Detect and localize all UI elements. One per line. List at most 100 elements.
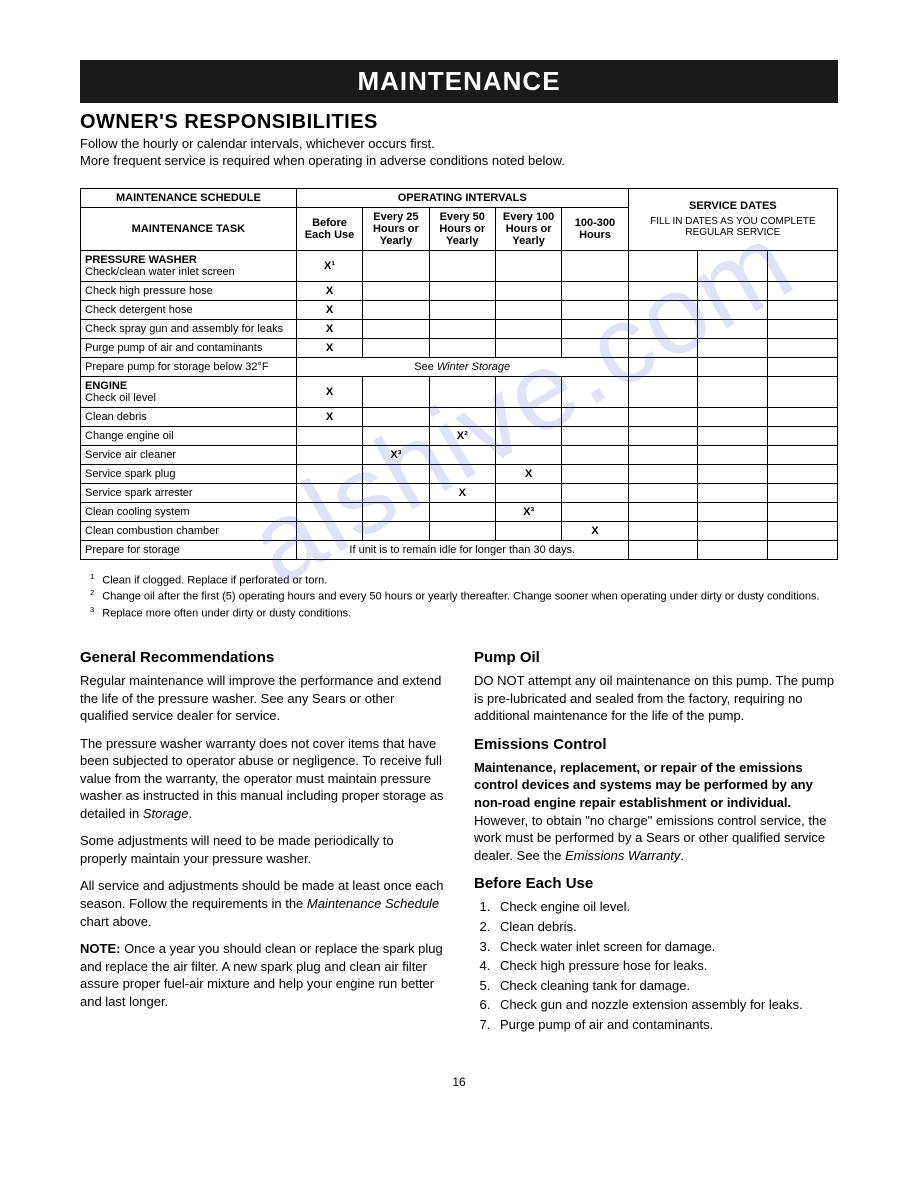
- table-row: Prepare for storage If unit is to remain…: [81, 540, 838, 559]
- svc-cell: [768, 483, 838, 502]
- cell: X: [296, 376, 362, 407]
- heading-emissions-control: Emissions Control: [474, 735, 838, 755]
- svc-cell: [768, 319, 838, 338]
- cell: [495, 300, 561, 319]
- table-row: Purge pump of air and contaminants X: [81, 338, 838, 357]
- svc-cell: [768, 407, 838, 426]
- eng-task-0: Check oil level: [85, 392, 156, 404]
- th-300h: 100-300 Hours: [562, 207, 628, 250]
- svc-cell: [698, 540, 768, 559]
- svc-cell: [628, 250, 698, 281]
- pump-body: DO NOT attempt any oil maintenance on th…: [474, 672, 838, 725]
- svc-cell: [628, 521, 698, 540]
- intro-line2: More frequent service is required when o…: [80, 153, 565, 168]
- pw-storage-note: See Winter Storage: [296, 357, 628, 376]
- cell: [363, 376, 429, 407]
- svc-cell: [698, 250, 768, 281]
- table-row: Prepare pump for storage below 32°F See …: [81, 357, 838, 376]
- cell: [429, 376, 495, 407]
- cell: X: [495, 464, 561, 483]
- svc-cell: [768, 300, 838, 319]
- page: alshive.com MAINTENANCE OWNER'S RESPONSI…: [0, 0, 918, 1129]
- cell: [363, 464, 429, 483]
- th-intervals: OPERATING INTERVALS: [296, 188, 628, 207]
- th-50h: Every 50 Hours or Yearly: [429, 207, 495, 250]
- table-row: Clean combustion chamber X: [81, 521, 838, 540]
- footnote-3: 3Replace more often under dirty or dusty…: [90, 605, 838, 620]
- table-row: Check spray gun and assembly for leaks X: [81, 319, 838, 338]
- txt: See: [414, 361, 437, 373]
- service-dates-sub: FILL IN DATES AS YOU COMPLETE REGULAR SE…: [633, 216, 833, 238]
- list-item: Check cleaning tank for damage.: [494, 977, 838, 995]
- svc-cell: [698, 407, 768, 426]
- heading-before-each-use: Before Each Use: [474, 874, 838, 894]
- svc-cell: [628, 319, 698, 338]
- svc-cell: [768, 250, 838, 281]
- cell: [562, 464, 628, 483]
- cell: [363, 483, 429, 502]
- cell: X: [296, 300, 362, 319]
- emis-bold: Maintenance, replacement, or repair of t…: [474, 760, 813, 810]
- cell: [495, 250, 561, 281]
- cell: [495, 407, 561, 426]
- list-item: Clean debris.: [494, 918, 838, 936]
- svc-cell: [628, 357, 698, 376]
- svc-cell: [628, 407, 698, 426]
- page-number: 16: [80, 1075, 838, 1089]
- th-task: MAINTENANCE TASK: [81, 207, 297, 250]
- cell: [363, 319, 429, 338]
- cell: X²: [429, 426, 495, 445]
- heading-pump-oil: Pump Oil: [474, 648, 838, 668]
- list-item: Check engine oil level.: [494, 898, 838, 916]
- gen-p3: Some adjustments will need to be made pe…: [80, 832, 444, 867]
- cell: [429, 319, 495, 338]
- pw-task-2: Check detergent hose: [81, 300, 297, 319]
- svc-cell: [698, 357, 768, 376]
- cell: [363, 407, 429, 426]
- cell: X: [296, 281, 362, 300]
- txt: .: [680, 848, 684, 863]
- cell: [562, 407, 628, 426]
- cell: [429, 521, 495, 540]
- cell: [562, 319, 628, 338]
- cell: X³: [495, 502, 561, 521]
- fn-text: Change oil after the first (5) operating…: [102, 591, 819, 603]
- cell: X³: [363, 445, 429, 464]
- svc-cell: [628, 426, 698, 445]
- cell: [429, 502, 495, 521]
- table-row: PRESSURE WASHERCheck/clean water inlet s…: [81, 250, 838, 281]
- intro-line1: Follow the hourly or calendar intervals,…: [80, 136, 435, 151]
- pw-task-0: Check/clean water inlet screen: [85, 266, 235, 278]
- cell: [562, 445, 628, 464]
- table-row: Clean cooling system X³: [81, 502, 838, 521]
- txt: The pressure washer warranty does not co…: [80, 736, 443, 821]
- svc-cell: [628, 338, 698, 357]
- eng-task-2: Change engine oil: [81, 426, 297, 445]
- svc-cell: [768, 502, 838, 521]
- cell: [296, 502, 362, 521]
- svc-cell: [698, 319, 768, 338]
- left-column: General Recommendations Regular maintena…: [80, 638, 444, 1036]
- cell: [296, 445, 362, 464]
- table-row: Service air cleaner X³: [81, 445, 838, 464]
- cell: [363, 281, 429, 300]
- before-use-list: Check engine oil level. Clean debris. Ch…: [474, 898, 838, 1033]
- list-item: Purge pump of air and contaminants.: [494, 1016, 838, 1034]
- cell: [429, 338, 495, 357]
- svc-cell: [768, 521, 838, 540]
- fn-text: Clean if clogged. Replace if perforated …: [102, 574, 327, 586]
- cell: [562, 376, 628, 407]
- eng-storage-task: Prepare for storage: [81, 540, 297, 559]
- svc-cell: [698, 464, 768, 483]
- footnotes: 1Clean if clogged. Replace if perforated…: [80, 572, 838, 620]
- gen-note: NOTE: Once a year you should clean or re…: [80, 940, 444, 1010]
- footnote-2: 2Change oil after the first (5) operatin…: [90, 588, 838, 603]
- cell: [562, 483, 628, 502]
- intro-text: Follow the hourly or calendar intervals,…: [80, 136, 838, 170]
- txt-italic: Winter Storage: [437, 361, 510, 373]
- svc-cell: [698, 281, 768, 300]
- service-dates-title: SERVICE DATES: [633, 200, 833, 212]
- cell: [495, 445, 561, 464]
- cell: [363, 426, 429, 445]
- two-column-body: General Recommendations Regular maintena…: [80, 638, 838, 1036]
